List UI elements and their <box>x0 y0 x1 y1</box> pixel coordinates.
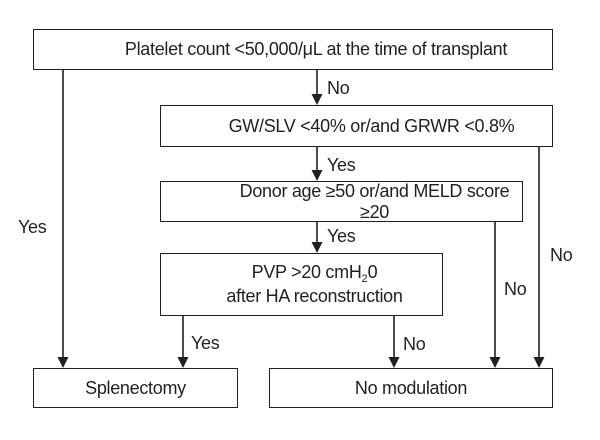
edge-label-donor-no: No <box>504 279 527 299</box>
edge-label-platelet-yes: Yes <box>18 217 47 237</box>
edge-label-platelet-no: No <box>327 78 350 98</box>
edge-label-pvp-yes: Yes <box>191 333 220 353</box>
edge-label-donor-yes: Yes <box>327 226 356 246</box>
node-pvp-line1-pre: PVP >20 cmH <box>251 262 362 283</box>
node-pvp-line1: PVP >20 cmH20 <box>252 262 378 286</box>
node-no-modulation: No modulation <box>269 368 553 408</box>
node-no-modulation-text: No modulation <box>354 377 468 398</box>
node-splenectomy: Splenectomy <box>33 368 238 408</box>
arrowhead-donor-to-nomodulation <box>489 357 501 368</box>
edge-label-gw-no: No <box>550 245 573 265</box>
node-splenectomy-text: Splenectomy <box>85 377 186 398</box>
node-pvp-subscript: 2 <box>361 273 368 286</box>
node-donor-age-meld: Donor age ≥50 or/and MELD score ≥20 <box>160 181 523 222</box>
arrowhead-gw-to-nomodulation <box>533 357 545 368</box>
node-donor-age-meld-text: Donor age ≥50 or/and MELD score ≥20 <box>239 180 510 222</box>
arrowhead-platelet-to-gw <box>311 94 323 105</box>
node-pvp-line2: after HA reconstruction <box>226 285 403 306</box>
node-platelet-count: Platelet count <50,000/μL at the time of… <box>33 29 553 70</box>
edge-label-pvp-no: No <box>403 334 426 354</box>
arrowhead-gw-to-donor <box>311 170 323 181</box>
node-pvp-ha-reconstruction: PVP >20 cmH20 after HA reconstruction <box>160 253 443 316</box>
node-pvp-line1-post: 0 <box>367 262 378 283</box>
node-platelet-count-text: Platelet count <50,000/μL at the time of… <box>124 39 508 60</box>
node-gw-slv-grwr: GW/SLV <40% or/and GRWR <0.8% <box>160 105 553 147</box>
edge-label-gw-yes: Yes <box>327 155 356 175</box>
arrowhead-pvp-to-nomodulation <box>388 357 400 368</box>
arrowhead-pvp-to-splenectomy <box>177 357 189 368</box>
arrowhead-platelet-to-splenectomy <box>57 357 69 368</box>
arrowhead-donor-to-pvp <box>311 242 323 253</box>
node-gw-slv-grwr-text: GW/SLV <40% or/and GRWR <0.8% <box>228 115 515 136</box>
